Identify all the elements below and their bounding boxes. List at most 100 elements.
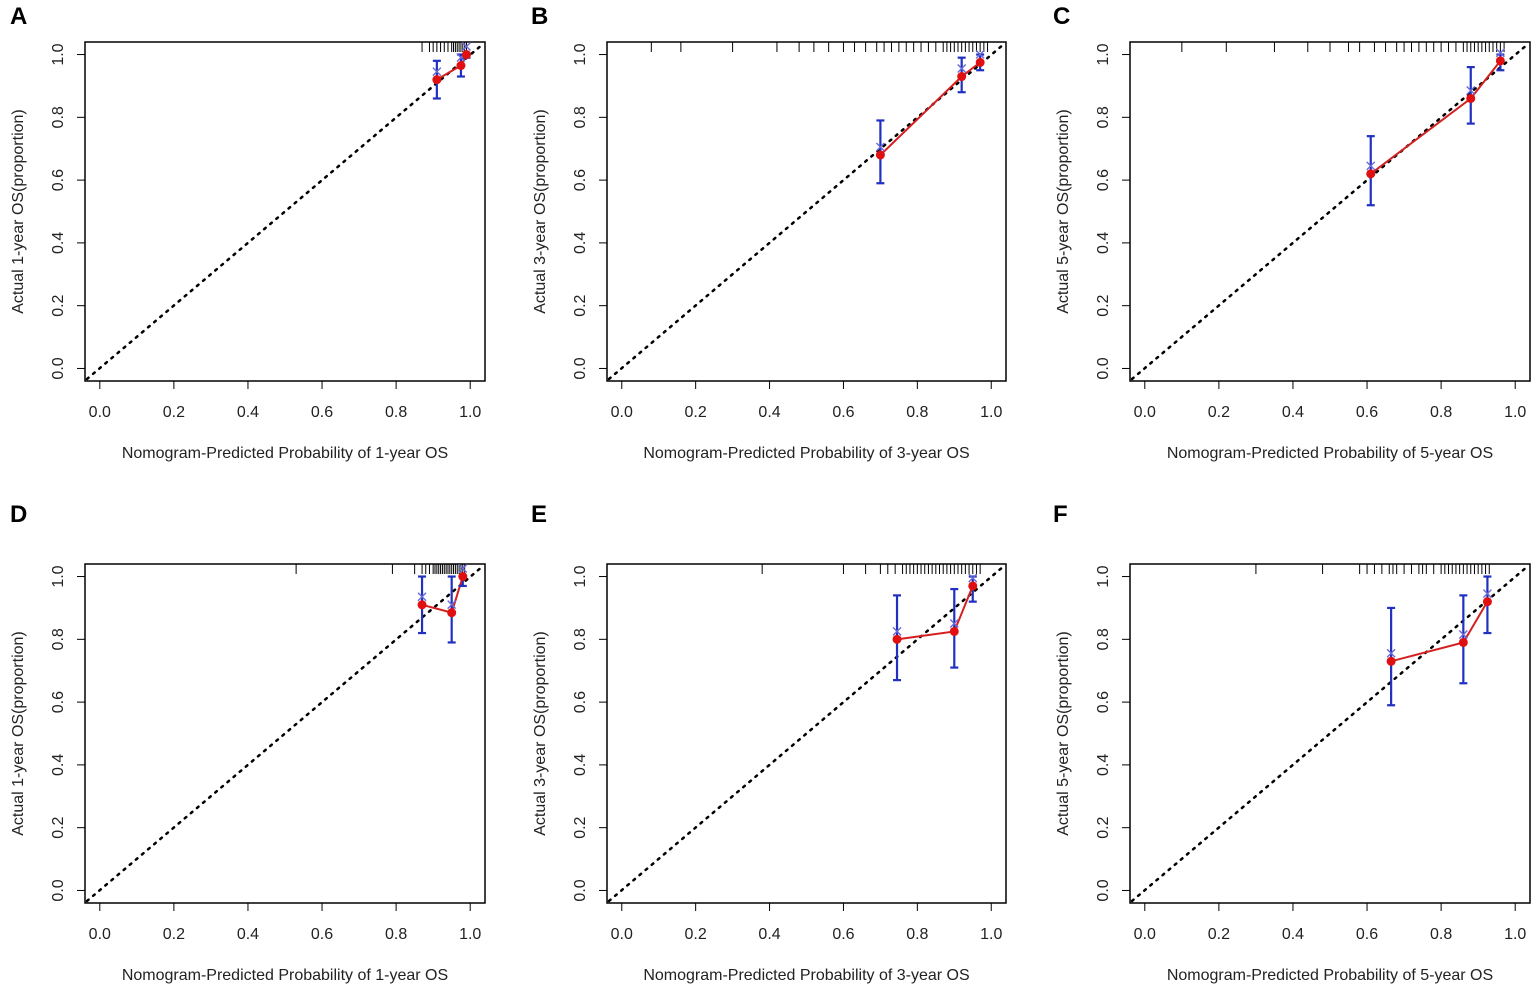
calibration-point <box>875 150 885 160</box>
y-tick-label: 1.0 <box>572 565 589 587</box>
x-axis-title: Nomogram-Predicted Probability of 1-year… <box>122 445 448 462</box>
x-tick-label: 0.4 <box>758 926 780 943</box>
y-tick-label: 1.0 <box>50 43 67 65</box>
y-axis-title: Actual 3-year OS(proportion) <box>532 109 549 314</box>
calibration-point <box>975 57 985 67</box>
y-axis-title: Actual 1-year OS(proportion) <box>10 109 27 314</box>
x-tick-label: 0.6 <box>311 926 333 943</box>
y-axis-title: Actual 5-year OS(proportion) <box>1055 631 1072 836</box>
x-tick-label: 0.6 <box>832 926 854 943</box>
y-tick-label: 0.4 <box>50 754 67 776</box>
y-tick-label: 0.8 <box>572 106 589 128</box>
panel-c: C 0.0 0.2 0.4 0.6 0.8 1.0 0.0 0.2 0.4 0.6 0.8 1.0 Nom… <box>1053 3 1531 462</box>
panel-letter: B <box>531 3 548 30</box>
y-tick-label: 0.2 <box>1095 816 1112 838</box>
panel-letter: F <box>1053 501 1068 528</box>
observed-x-mark <box>949 618 959 628</box>
y-tick-label: 0.8 <box>50 106 67 128</box>
calibration-line <box>1370 60 1502 175</box>
x-tick-label: 0.0 <box>1134 404 1156 421</box>
x-tick-label: 0.0 <box>89 926 111 943</box>
x-tick-label: 1.0 <box>459 926 481 943</box>
x-axis-title: Nomogram-Predicted Probability of 1-year… <box>122 967 448 984</box>
x-tick-label: 0.4 <box>1282 404 1304 421</box>
y-tick-label: 0.0 <box>572 357 589 379</box>
observed-x-mark <box>875 142 885 152</box>
calibration-point <box>447 608 457 618</box>
ideal-reference-line <box>1130 564 1530 903</box>
x-axis-title: Nomogram-Predicted Probability of 5-year… <box>1167 967 1493 984</box>
x-axis-title: Nomogram-Predicted Probability of 5-year… <box>1167 445 1493 462</box>
calibration-point <box>432 75 442 85</box>
x-tick-label: 0.0 <box>1134 926 1156 943</box>
observed-x-mark <box>447 600 457 610</box>
observed-x-mark <box>968 573 978 583</box>
y-tick-label: 1.0 <box>572 43 589 65</box>
x-tick-label: 0.8 <box>906 404 928 421</box>
x-tick-label: 0.4 <box>758 404 780 421</box>
y-tick-label: 0.6 <box>572 169 589 191</box>
calibration-point <box>957 72 967 82</box>
calibration-point <box>892 634 902 644</box>
y-tick-label: 0.8 <box>1095 628 1112 650</box>
x-tick-label: 1.0 <box>980 404 1002 421</box>
ideal-reference-line <box>607 564 1006 903</box>
x-tick-label: 0.8 <box>906 926 928 943</box>
x-tick-label: 0.6 <box>832 404 854 421</box>
y-tick-label: 0.0 <box>1095 357 1112 379</box>
y-tick-label: 0.8 <box>50 628 67 650</box>
x-tick-label: 1.0 <box>1504 926 1526 943</box>
x-tick-label: 0.2 <box>1208 926 1230 943</box>
calibration-point <box>1482 597 1492 607</box>
observed-x-mark <box>417 592 427 602</box>
observed-x-mark <box>1366 161 1376 171</box>
y-tick-label: 0.6 <box>50 691 67 713</box>
x-axis-title: Nomogram-Predicted Probability of 3-year… <box>643 445 969 462</box>
y-tick-label: 0.4 <box>1095 754 1112 776</box>
y-tick-label: 0.6 <box>50 169 67 191</box>
calibration-point <box>458 572 468 582</box>
y-tick-label: 0.0 <box>50 879 67 901</box>
y-tick-label: 0.8 <box>572 628 589 650</box>
y-tick-label: 0.6 <box>572 691 589 713</box>
calibration-line <box>896 585 974 641</box>
x-tick-label: 0.0 <box>611 404 633 421</box>
plot-frame <box>606 41 1007 382</box>
panel-letter: D <box>10 501 27 528</box>
calibration-point <box>461 50 471 60</box>
calibration-point <box>1366 169 1376 179</box>
x-tick-label: 0.8 <box>1430 926 1452 943</box>
x-tick-label: 1.0 <box>1504 404 1526 421</box>
x-tick-label: 0.6 <box>311 404 333 421</box>
x-tick-label: 0.4 <box>237 404 259 421</box>
y-tick-label: 1.0 <box>1095 43 1112 65</box>
panel-d: D 0.0 0.2 0.4 0.6 0.8 1.0 0.0 0.2 0.4 0.6 0.8 1.0 Nom… <box>10 501 486 984</box>
plot-frame <box>606 563 1007 904</box>
y-tick-label: 0.2 <box>572 294 589 316</box>
x-tick-label: 0.2 <box>1208 404 1230 421</box>
plot-frame <box>84 41 486 382</box>
x-tick-label: 0.4 <box>1282 926 1304 943</box>
y-tick-label: 0.0 <box>1095 879 1112 901</box>
observed-x-mark <box>1495 48 1505 58</box>
x-tick-label: 0.0 <box>89 404 111 421</box>
panel-letter: E <box>531 501 547 528</box>
calibration-point <box>968 581 978 591</box>
y-tick-label: 1.0 <box>1095 565 1112 587</box>
y-tick-label: 0.2 <box>572 816 589 838</box>
plot-frame <box>1129 563 1531 904</box>
plot-frame <box>84 563 486 904</box>
x-tick-label: 0.8 <box>385 926 407 943</box>
y-tick-label: 1.0 <box>50 565 67 587</box>
y-tick-label: 0.4 <box>1095 232 1112 254</box>
calibration-point <box>1466 93 1476 103</box>
x-tick-label: 0.6 <box>1356 926 1378 943</box>
y-tick-label: 0.2 <box>50 816 67 838</box>
panel-e: E 0.0 0.2 0.4 0.6 0.8 1.0 0.0 0.2 0.4 0.6 0.8 1.0 Nom… <box>531 501 1007 984</box>
x-tick-label: 0.2 <box>685 926 707 943</box>
calibration-line <box>1390 601 1489 663</box>
x-tick-label: 0.8 <box>1430 404 1452 421</box>
y-tick-label: 0.0 <box>50 357 67 379</box>
ideal-reference-line <box>85 564 485 903</box>
observed-x-mark <box>892 626 902 636</box>
